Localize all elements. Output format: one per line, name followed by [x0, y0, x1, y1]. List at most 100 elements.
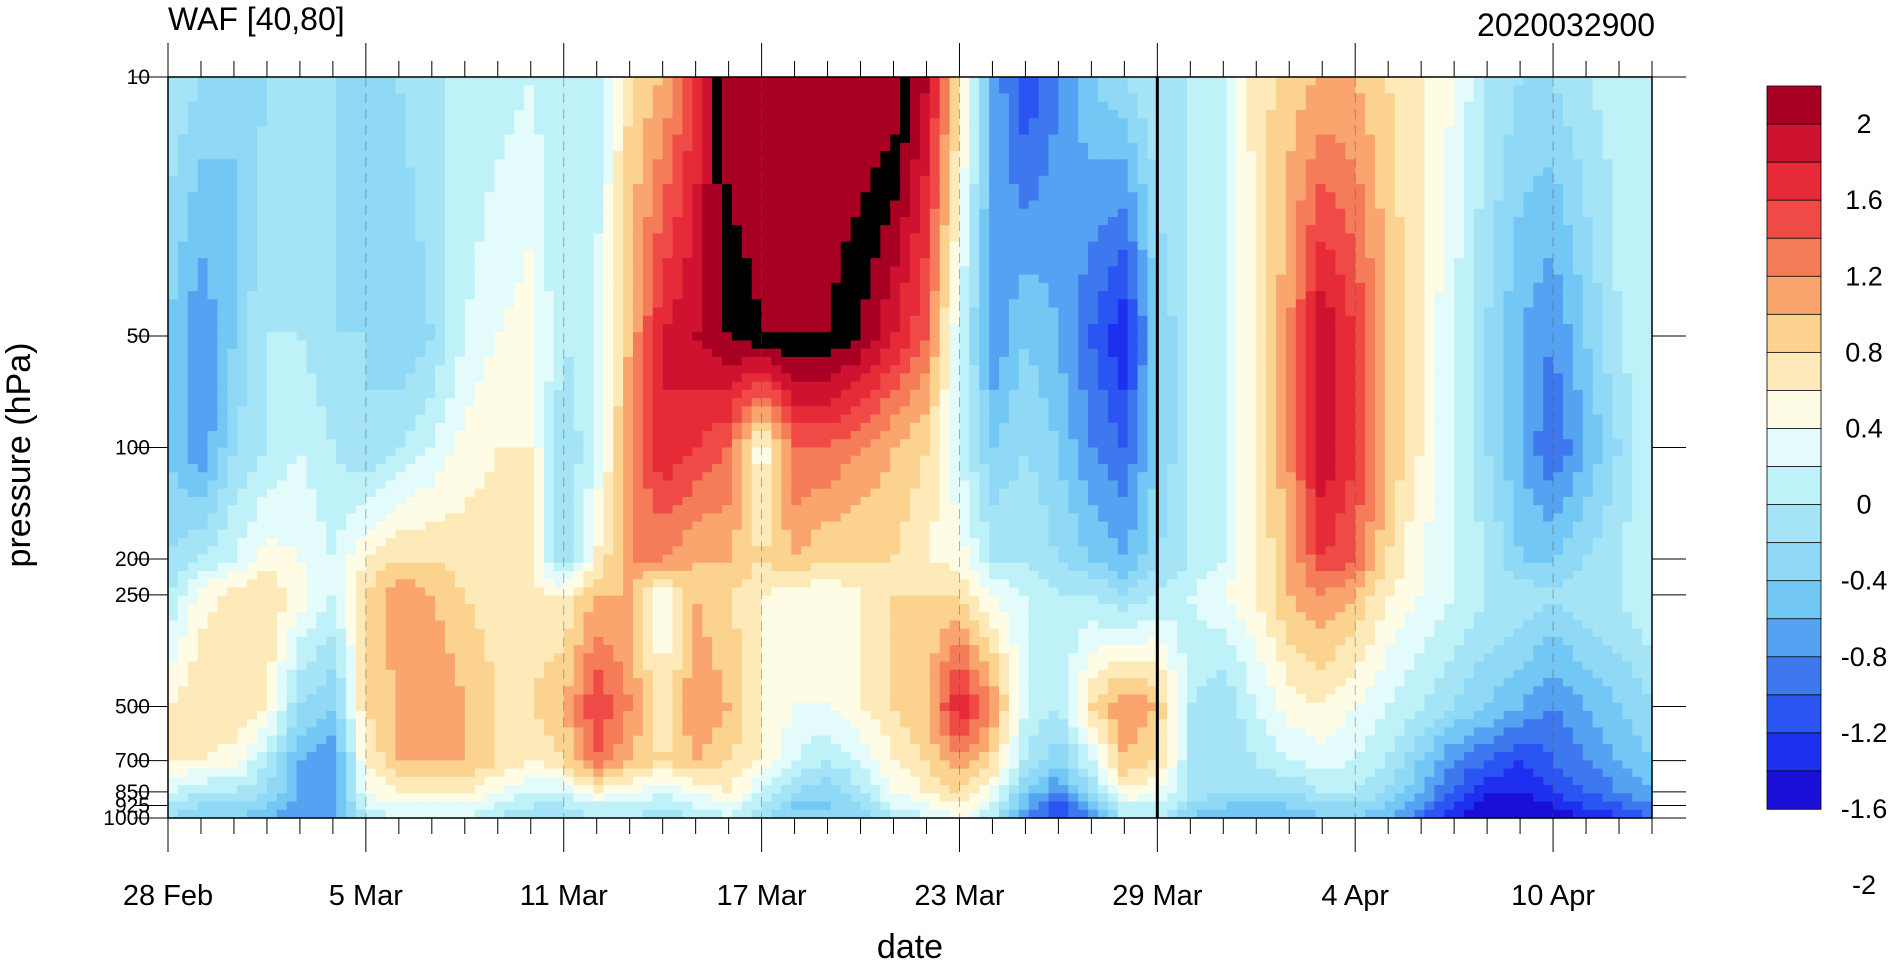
contour-cell: [949, 274, 961, 284]
contour-cell: [346, 241, 357, 251]
contour-cell: [910, 151, 921, 160]
contour-cell: [939, 109, 951, 119]
contour-cell: [1622, 258, 1633, 267]
contour-cell: [524, 291, 535, 300]
contour-cell: [1206, 266, 1218, 276]
contour-cell: [771, 77, 782, 86]
contour-cell: [1236, 315, 1247, 325]
contour-cell: [979, 134, 990, 144]
contour-cell: [1117, 299, 1129, 309]
contour-cell: [682, 258, 693, 267]
contour-cell: [464, 142, 476, 152]
contour-cell: [1137, 225, 1149, 235]
contour-cell: [187, 258, 199, 267]
contour-cell: [1394, 241, 1406, 251]
contour-cell: [168, 159, 179, 169]
contour-cell: [593, 151, 604, 160]
contour-cell: [484, 258, 496, 267]
contour-cell: [1513, 109, 1524, 119]
contour-cell: [1503, 93, 1515, 103]
contour-cell: [583, 332, 595, 342]
contour-cell: [464, 109, 476, 119]
contour-cell: [276, 324, 288, 333]
contour-cell: [553, 307, 565, 317]
contour-cell: [177, 126, 189, 136]
contour-cell: [662, 77, 674, 86]
contour-cell: [1107, 324, 1119, 333]
contour-cell: [454, 109, 466, 119]
contour-cell: [1157, 109, 1168, 119]
contour-cell: [870, 266, 881, 276]
contour-cell: [1097, 159, 1109, 169]
contour-cell: [494, 77, 505, 86]
contour-cell: [266, 348, 278, 358]
contour-cell: [1167, 216, 1178, 226]
contour-cell: [217, 258, 228, 267]
contour-cell: [662, 340, 674, 350]
contour-cell: [662, 266, 674, 276]
contour-cell: [880, 151, 891, 160]
contour-cell: [425, 307, 436, 317]
contour-cell: [276, 142, 288, 152]
contour-cell: [1078, 324, 1089, 333]
contour-cell: [751, 258, 763, 267]
contour-cell: [1127, 340, 1139, 350]
contour-cell: [573, 299, 585, 309]
contour-cell: [1107, 200, 1119, 210]
contour-cell: [1365, 208, 1376, 218]
contour-cell: [435, 93, 446, 103]
contour-cell: [722, 340, 733, 350]
contour-cell: [1008, 77, 1020, 86]
contour-cell: [801, 208, 812, 218]
contour-cell: [1177, 307, 1188, 317]
contour-cell: [830, 126, 842, 136]
contour-cell: [642, 332, 654, 342]
contour-cell: [989, 159, 1000, 169]
contour-cell: [1493, 200, 1505, 210]
contour-cell: [1177, 266, 1188, 276]
contour-cell: [375, 142, 387, 152]
contour-cell: [534, 77, 545, 86]
contour-cell: [1355, 184, 1366, 193]
contour-cell: [751, 151, 763, 160]
contour-cell: [761, 77, 773, 86]
contour-cell: [722, 167, 733, 177]
contour-cell: [1246, 192, 1257, 202]
contour-cell: [1582, 225, 1594, 235]
contour-cell: [1642, 142, 1653, 152]
contour-cell: [1444, 332, 1455, 342]
contour-cell: [276, 291, 288, 300]
contour-cell: [781, 332, 792, 342]
contour-cell: [197, 340, 209, 350]
contour-cell: [1127, 200, 1139, 210]
contour-cell: [959, 291, 970, 300]
contour-cell: [712, 77, 723, 86]
contour-cell: [830, 151, 842, 160]
contour-cell: [514, 142, 525, 152]
contour-cell: [919, 142, 931, 152]
contour-cell: [1305, 291, 1317, 300]
contour-cell: [830, 299, 842, 309]
contour-cell: [751, 324, 763, 333]
contour-cell: [316, 291, 327, 300]
contour-cell: [514, 159, 525, 169]
contour-cell: [207, 200, 219, 210]
contour-cell: [1246, 200, 1257, 210]
contour-cell: [1384, 126, 1396, 136]
contour-cell: [355, 299, 367, 309]
contour-cell: [1127, 93, 1139, 103]
contour-cell: [1612, 332, 1623, 342]
contour-cell: [1167, 233, 1178, 243]
contour-cell: [1543, 85, 1554, 95]
contour-cell: [1147, 216, 1158, 226]
contour-cell: [642, 142, 654, 152]
contour-cell: [1444, 274, 1455, 284]
contour-cell: [1028, 184, 1040, 193]
contour-cell: [168, 101, 179, 111]
contour-cell: [395, 274, 407, 284]
contour-cell: [464, 233, 476, 243]
contour-cell: [1434, 291, 1445, 300]
contour-cell: [494, 200, 505, 210]
contour-cell: [306, 258, 317, 267]
contour-cell: [1246, 340, 1257, 350]
